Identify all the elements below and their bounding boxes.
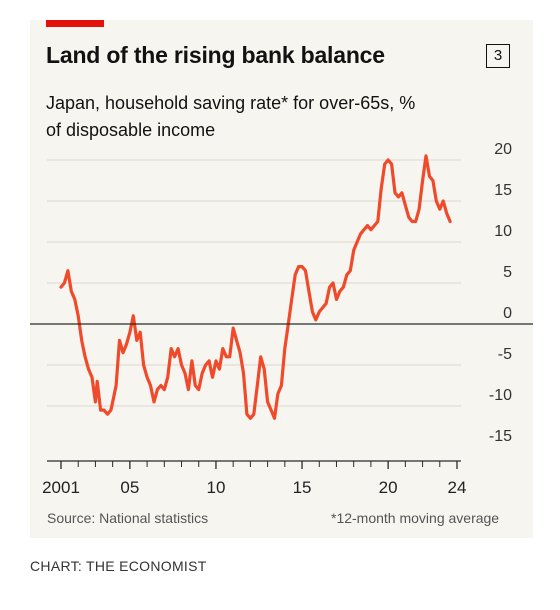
gridlines [47, 159, 461, 407]
x-tick-label: 15 [293, 478, 312, 497]
y-tick-label: 15 [494, 182, 512, 199]
chart-card [30, 20, 533, 538]
series-line [59, 154, 452, 420]
y-tick-label: 20 [494, 141, 512, 158]
x-tick-label: 24 [448, 478, 467, 497]
y-tick-label: -5 [498, 346, 512, 363]
chart-subtitle: Japan, household saving rate* for over-6… [46, 93, 416, 140]
series-group [30, 154, 533, 420]
brand-red-bar [46, 20, 104, 27]
y-tick-label: 10 [494, 223, 512, 240]
y-tick-label: -10 [489, 387, 512, 404]
x-tick-label: 10 [206, 478, 225, 497]
chart-title: Land of the rising bank balance [46, 42, 385, 68]
x-tick-label: 20 [379, 478, 398, 497]
y-tick-label: 5 [503, 264, 512, 281]
y-tick-label: 0 [503, 305, 512, 322]
y-tick-label: -15 [489, 428, 512, 445]
y-axis-tick-labels: 20 15 10 5 0 -5 -10 -15 [489, 141, 512, 445]
footnote: *12-month moving average [331, 510, 500, 526]
x-tick-label: 2001 [42, 478, 80, 497]
source-note: Source: National statistics [47, 510, 209, 526]
x-tick-label: 05 [120, 478, 139, 497]
chart-number-badge: 3 [486, 44, 510, 68]
chart-credit: CHART: THE ECONOMIST [30, 558, 207, 574]
x-axis: 2001 05 10 15 20 24 [42, 460, 467, 497]
